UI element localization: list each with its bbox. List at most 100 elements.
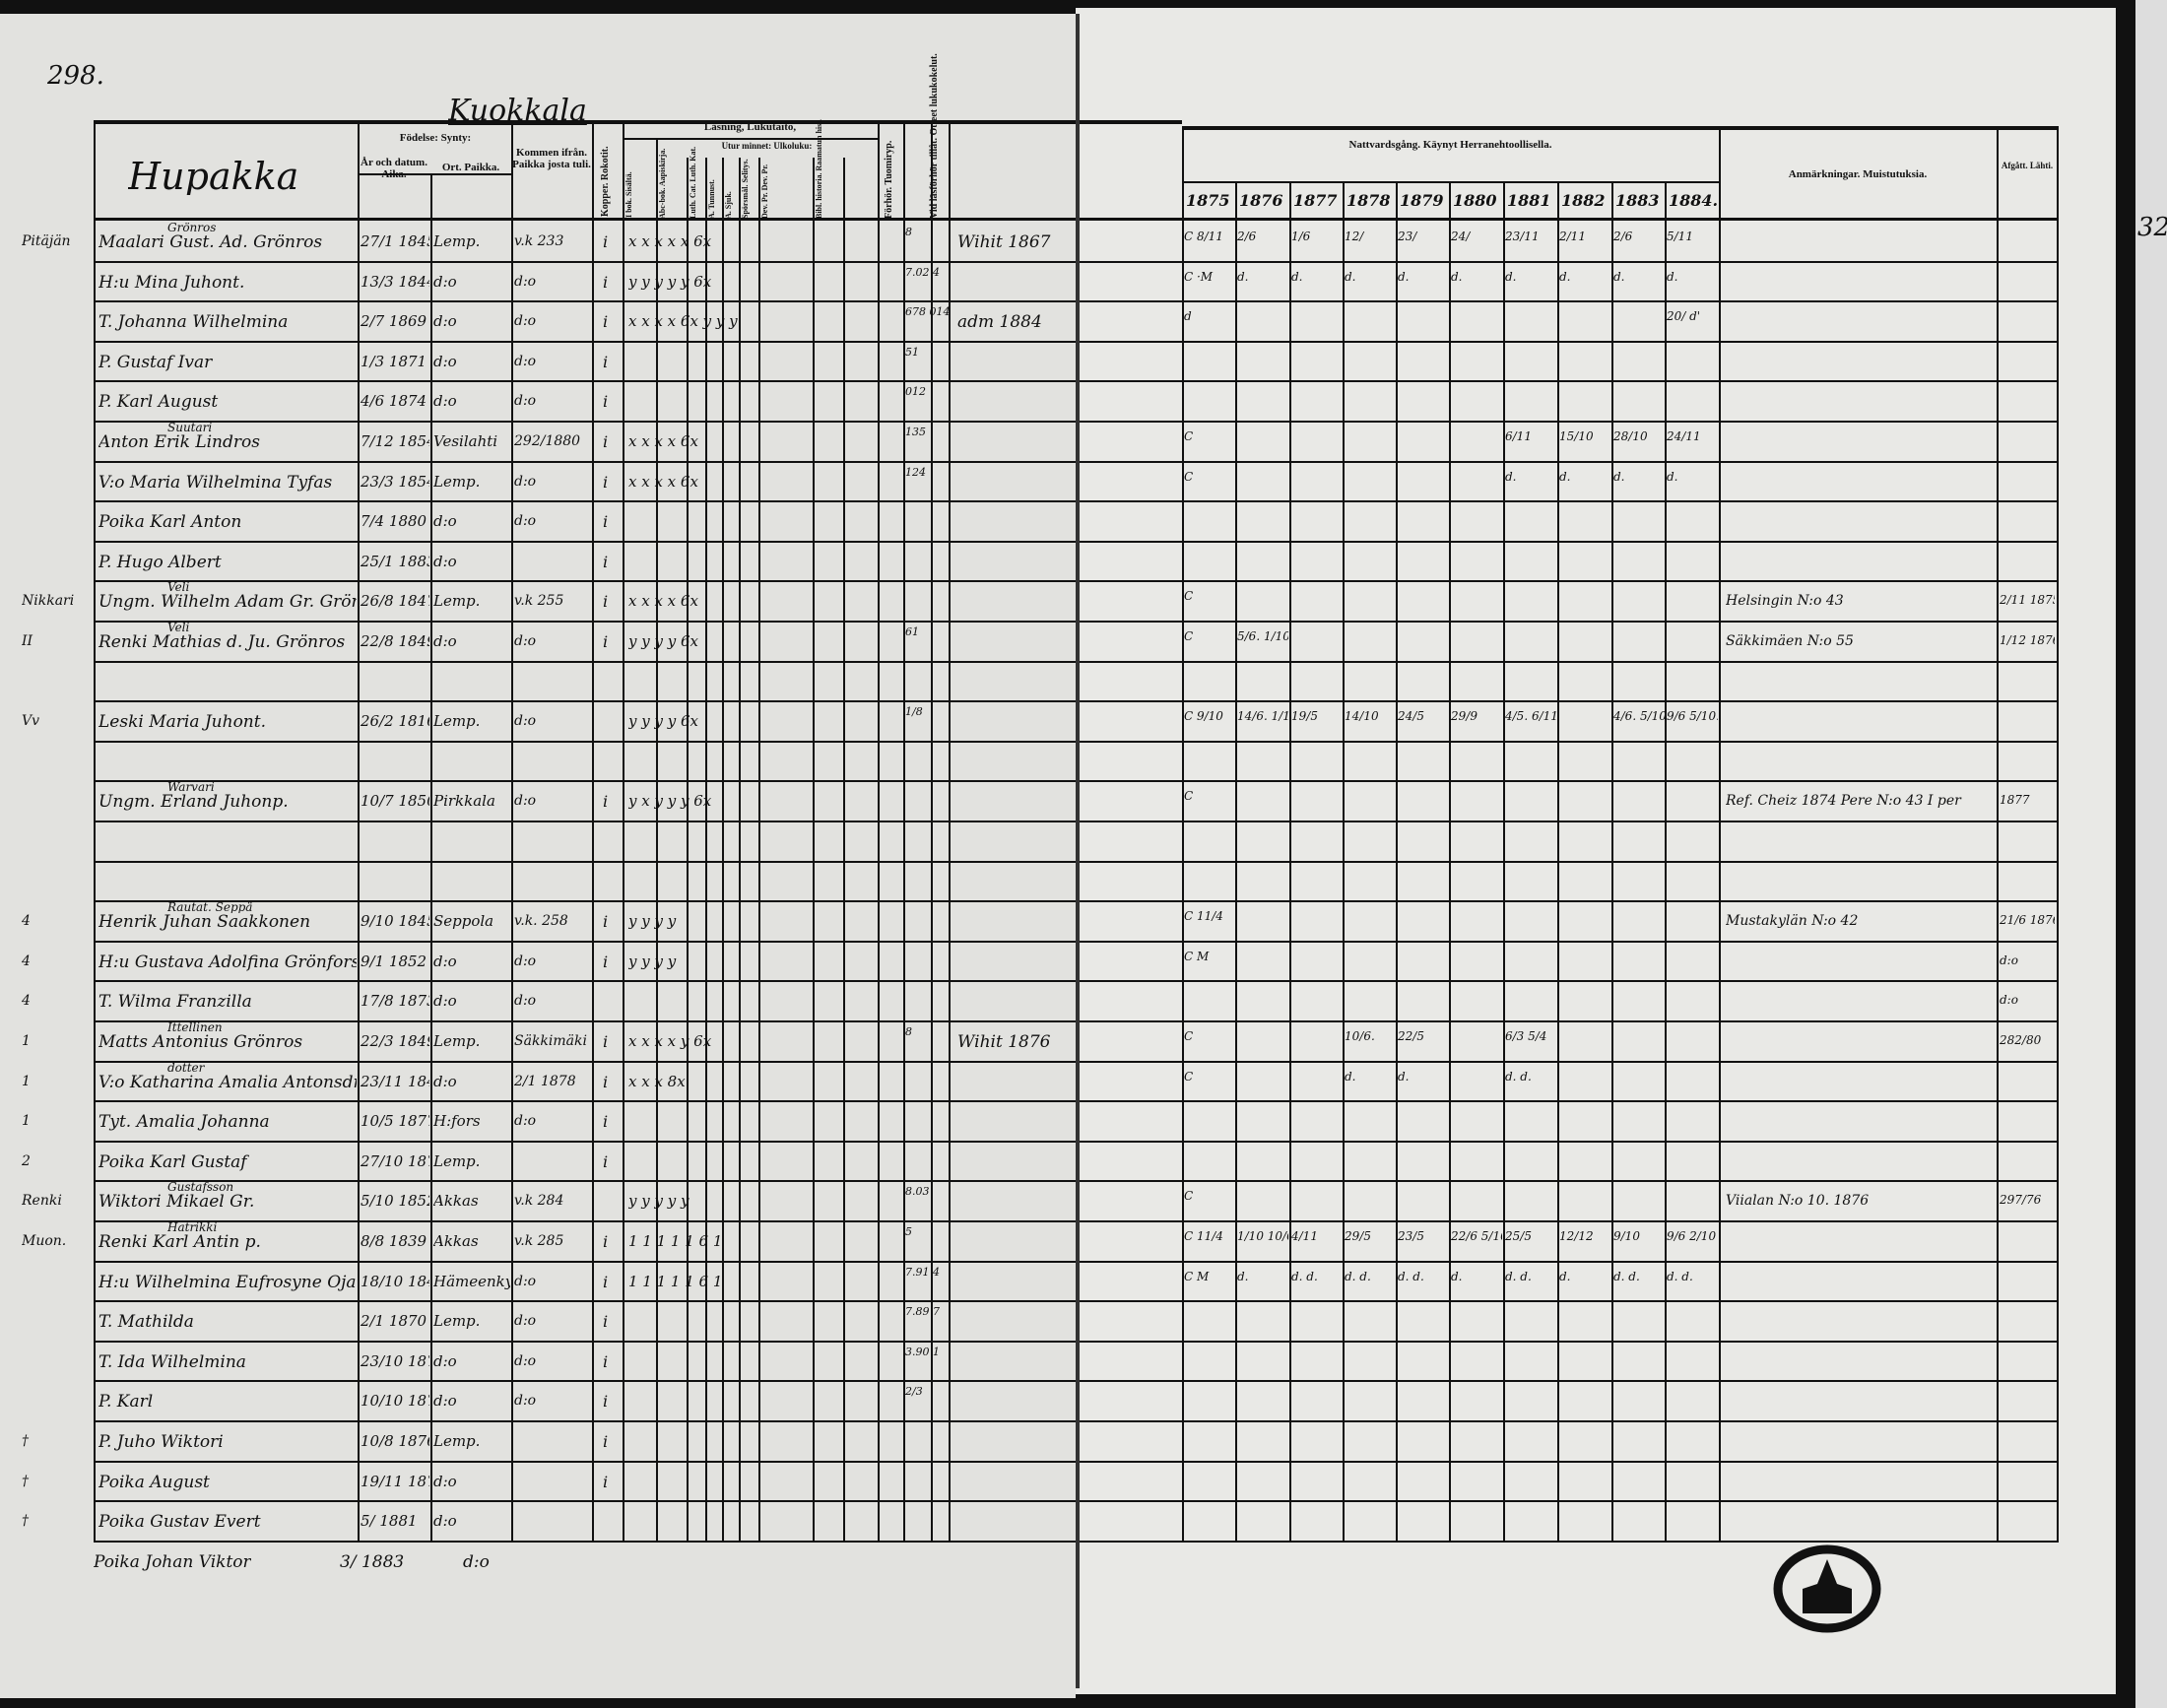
row-name: Poika August	[98, 1474, 210, 1491]
row-name: Henrik Juhan Saakkonen	[98, 914, 311, 932]
row-reading-marks: y y y y	[628, 953, 677, 969]
header-top-rule	[94, 120, 1182, 124]
row-name: Ungm. Erland Juhonp.	[98, 794, 289, 812]
row-birth-place: Lemp.	[433, 594, 481, 610]
row-birth-place: Lemp.	[433, 474, 481, 490]
row-communion-mark: 1/6	[1291, 230, 1311, 242]
header-remarks: Anmärkningar. Muistutuksia.	[1788, 168, 1928, 180]
row-name: V:o Maria Wilhelmina Tyfas	[98, 474, 333, 492]
column-rule	[623, 123, 624, 1541]
row-kopper: i	[603, 1474, 609, 1490]
row-communion-mark: C	[1184, 430, 1194, 442]
row-reading-marks: x x x x 6x	[628, 474, 698, 490]
row-name: Anton Erik Lindros	[98, 434, 260, 451]
row-above-note: Suutari	[167, 422, 213, 433]
row-communion-mark: d.	[1345, 1070, 1356, 1083]
row-birth-date: 22/3 1849	[361, 1034, 429, 1049]
row-name: Tyt. Amalia Johanna	[98, 1114, 270, 1132]
row-reading-marks: y x y y y 6x	[628, 794, 712, 810]
row-communion-mark: C	[1184, 630, 1194, 642]
left-page	[0, 14, 1076, 1698]
row-communion-mark: d.	[1667, 270, 1678, 283]
row-communion-mark: 2/6	[1613, 230, 1633, 242]
row-communion-mark: d.	[1559, 270, 1571, 283]
header-came-from: Kommen ifrån. Paikka josta tuli.	[512, 147, 591, 170]
column-rule	[813, 158, 815, 1541]
row-margin-note: †	[22, 1474, 29, 1488]
row-vid-lasforhor: 8	[905, 1026, 912, 1037]
column-rule	[931, 123, 933, 1541]
row-came-from: d:o	[514, 474, 537, 489]
column-rule	[2057, 128, 2059, 1541]
row-came-from: d:o	[514, 953, 537, 968]
row-birth-place: d:o	[433, 1074, 457, 1089]
row-communion-mark: C 11/4	[1184, 910, 1223, 923]
column-rule	[1396, 181, 1398, 1541]
row-came-from: d:o	[514, 274, 537, 289]
row-moved: d:o	[2000, 953, 2018, 966]
column-rule	[878, 123, 880, 1541]
header-vid-lasforhor: Vid läsförhör tillåt. Otteet lukukokelut…	[929, 53, 940, 219]
column-rule	[758, 158, 760, 1541]
row-communion-mark: d	[1184, 310, 1192, 323]
row-birth-date: 10/5 1877	[361, 1114, 429, 1130]
header-top-rule-right	[1182, 126, 2059, 130]
row-above-note: Gustafsson	[167, 1181, 234, 1194]
row-margin-note: 1	[22, 1114, 31, 1129]
row-came-from: v.k 233	[514, 234, 564, 248]
row-kopper: i	[603, 274, 609, 291]
row-communion-mark: d.	[1559, 470, 1571, 483]
row-vid-lasforhor: 135	[905, 427, 926, 437]
row-communion-mark: 23/	[1398, 230, 1417, 242]
row-birth-date: 10/10 1873	[361, 1394, 429, 1410]
row-kopper: i	[603, 514, 609, 531]
row-communion-mark: d.	[1345, 270, 1356, 283]
row-kopper: i	[603, 314, 609, 331]
row-communion-mark: d. d.	[1667, 1270, 1693, 1282]
row-birth-date: 9/1 1852	[361, 953, 427, 969]
row-reading-marks: y y y y y	[628, 1194, 690, 1210]
row-kopper: i	[603, 354, 609, 370]
column-rule	[592, 123, 594, 1541]
row-vid-lasforhor: 8	[905, 227, 912, 237]
row-communion-mark: C ·M	[1184, 270, 1214, 283]
row-vid-lasforhor: 5	[905, 1226, 912, 1237]
column-rule	[1611, 181, 1613, 1541]
column-rule	[1289, 181, 1291, 1541]
row-birth-date: 4/6 1874	[361, 394, 427, 410]
row-name: Matts Antonius Grönros	[98, 1034, 303, 1051]
row-moved: d:o	[2000, 994, 2018, 1007]
row-name: Renki Mathias d. Ju. Grönros	[98, 634, 346, 651]
row-name: T. Mathilda	[98, 1314, 194, 1332]
row-communion-mark: d.	[1667, 470, 1678, 483]
row-name: Poika Karl Anton	[98, 514, 242, 532]
column-rule	[656, 138, 658, 1541]
row-name: T. Ida Wilhelmina	[98, 1353, 246, 1371]
row-communion-mark: d.	[1505, 470, 1517, 483]
row-came-from: d:o	[514, 314, 537, 329]
row-communion-mark: 1/10 10/6	[1237, 1230, 1288, 1242]
row-moved: 21/6 1876	[2000, 914, 2055, 927]
row-margin-note: †	[22, 1514, 29, 1529]
row-name: H:u Mina Juhont.	[98, 274, 245, 292]
header-reading-col: Spörsmål. Selitys.	[741, 159, 750, 219]
column-rule	[1343, 181, 1345, 1541]
row-came-from: d:o	[514, 1274, 537, 1288]
row-birth-place: d:o	[433, 634, 457, 649]
row-name: P. Karl	[98, 1394, 154, 1412]
column-rule	[1503, 181, 1505, 1541]
row-communion-mark: 6/3 5/4	[1505, 1030, 1547, 1042]
row-birth-place: Lemp.	[433, 714, 481, 730]
row-margin-note: Nikkari	[22, 594, 75, 609]
row-birth-place: d:o	[433, 394, 457, 410]
row-communion-mark: C	[1184, 1190, 1194, 1203]
row-vid-lasforhor: 7.02 4	[905, 266, 940, 278]
row-birth-date: 27/10 1878	[361, 1153, 429, 1169]
row-communion-mark: 24/	[1451, 230, 1471, 242]
row-birth-date: 2/1 1870	[361, 1314, 427, 1330]
row-name: H:u Wilhelmina Eufrosyne Ojaniemi	[98, 1274, 357, 1291]
row-birth-place: Akkas	[433, 1234, 479, 1249]
header-year: 1883	[1615, 193, 1660, 209]
row-communion-mark: d.	[1613, 270, 1625, 283]
row-birth-date: 23/11 1846	[361, 1074, 429, 1089]
